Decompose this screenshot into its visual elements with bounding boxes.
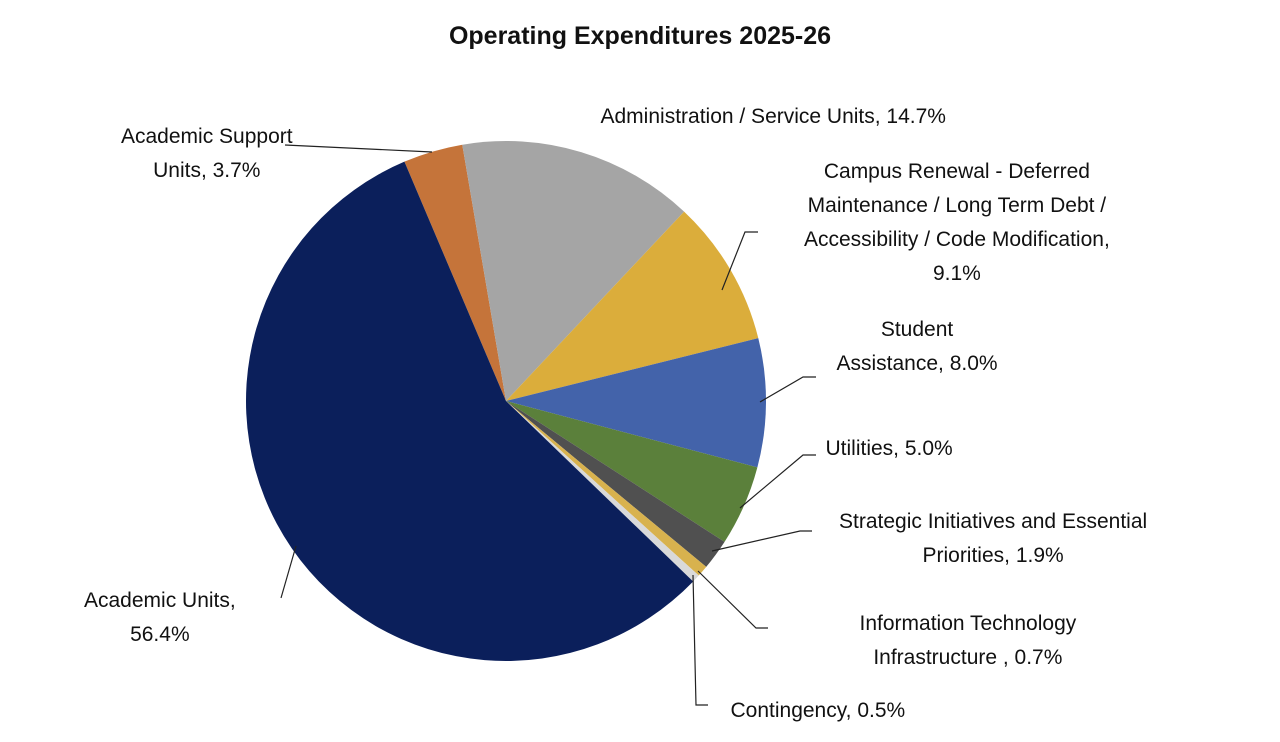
pie-slice-2 — [506, 211, 759, 401]
pie-slice-6 — [506, 401, 707, 576]
leader-line-7 — [692, 574, 708, 706]
leader-line-6 — [697, 570, 768, 629]
data-label-8: Academic Units, 56.4% — [84, 584, 236, 652]
pie-slice-4 — [506, 401, 758, 542]
data-label-line: Maintenance / Long Term Debt / — [807, 194, 1107, 217]
data-label-2: Campus Renewal - Deferred Maintenance / L… — [804, 155, 1110, 291]
data-label-line: Student — [880, 318, 954, 341]
leader-line-5 — [711, 530, 812, 552]
pie-slice-5 — [506, 401, 725, 567]
data-label-5: Strategic Initiatives and Essential Prior… — [839, 505, 1147, 573]
data-label-line: Administration / Service Units, 14.7% — [600, 105, 946, 128]
leader-line-0 — [284, 144, 433, 153]
data-label-line: Utilities, 5.0% — [825, 437, 953, 460]
data-label-0: Academic Support Units, 3.7% — [121, 120, 293, 188]
data-label-1: Administration / Service Units, 14.7% — [601, 100, 946, 134]
leader-line-2 — [721, 231, 758, 291]
data-label-line: 56.4% — [130, 623, 190, 646]
data-label-7: Contingency, 0.5% — [731, 694, 906, 728]
data-label-line: Information Technology — [859, 612, 1077, 635]
leader-line-3 — [759, 376, 816, 403]
data-label-line: Contingency, 0.5% — [730, 699, 906, 722]
data-label-line: Priorities, 1.9% — [922, 544, 1064, 567]
leader-line-4 — [739, 454, 816, 509]
data-label-line: 9.1% — [932, 262, 981, 285]
data-label-line: Infrastructure , 0.7% — [873, 646, 1063, 669]
data-label-line: Accessibility / Code Modification, — [804, 228, 1110, 251]
chart-title: Operating Expenditures 2025-26 — [448, 22, 832, 50]
pie-slice-7 — [506, 401, 699, 582]
data-label-4: Utilities, 5.0% — [826, 432, 953, 466]
pie-slice-1 — [462, 141, 685, 402]
data-label-3: Student Assistance, 8.0% — [837, 313, 998, 381]
data-label-line: Assistance, 8.0% — [836, 352, 998, 375]
data-label-line: Units, 3.7% — [153, 159, 261, 182]
pie-slice-3 — [506, 338, 766, 468]
leader-line-8 — [280, 545, 297, 599]
data-label-6: Information Technology Infrastructure , 0… — [860, 607, 1077, 675]
data-label-line: Academic Support — [121, 125, 293, 148]
data-label-line: Campus Renewal - Deferred — [823, 160, 1090, 183]
pie-slice-8 — [246, 161, 694, 661]
pie-slice-0 — [404, 144, 506, 401]
data-label-line: Strategic Initiatives and Essential — [839, 510, 1148, 533]
data-label-line: Academic Units, — [84, 589, 236, 612]
